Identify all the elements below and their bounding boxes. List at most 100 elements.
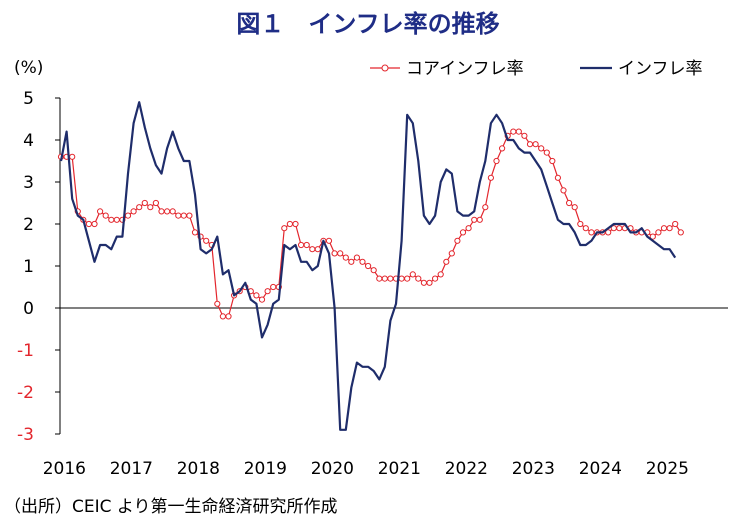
data-point (264, 288, 271, 295)
data-point (476, 216, 483, 223)
data-point (325, 237, 333, 244)
x-tick-label: 2025 (646, 459, 689, 479)
data-point (85, 220, 93, 228)
data-point (471, 216, 478, 223)
data-point (437, 271, 444, 278)
data-point (219, 313, 226, 320)
data-point (554, 174, 562, 181)
data-point (660, 225, 668, 232)
data-point (130, 208, 137, 215)
data-point (454, 237, 461, 244)
data-point (124, 212, 132, 219)
series-line-inflation (59, 101, 677, 431)
y-axis-unit-label: (%) (14, 58, 44, 78)
data-point (365, 262, 372, 270)
y-tick-label: 5 (23, 89, 34, 109)
data-point (549, 157, 556, 165)
data-point (286, 220, 293, 228)
data-point (353, 254, 360, 261)
data-point (214, 300, 221, 307)
data-point (113, 216, 120, 223)
data-point (258, 296, 266, 303)
data-point (426, 279, 433, 286)
data-point (309, 246, 316, 253)
data-point (532, 141, 539, 148)
data-point (566, 199, 573, 207)
data-point (432, 275, 439, 282)
data-point (538, 145, 545, 152)
data-point (281, 225, 288, 232)
data-point (141, 199, 148, 207)
data-point (677, 229, 684, 236)
data-point (348, 258, 355, 265)
data-point (672, 220, 679, 228)
y-tick-label: -2 (17, 383, 34, 403)
data-point (571, 204, 578, 211)
data-point (420, 279, 427, 286)
data-point (314, 246, 321, 253)
data-point (152, 199, 159, 207)
data-point (666, 225, 673, 232)
data-point (459, 229, 467, 236)
data-point (409, 271, 416, 278)
data-point (499, 145, 506, 152)
x-tick-label: 2017 (110, 459, 153, 479)
data-point (448, 250, 455, 257)
data-point (108, 216, 115, 223)
data-point (387, 275, 394, 282)
data-point (270, 283, 277, 291)
data-point (136, 204, 143, 211)
x-tick-label: 2024 (579, 459, 622, 479)
data-point (526, 141, 534, 148)
x-tick-label: 2021 (378, 459, 421, 479)
data-point (298, 241, 305, 249)
y-tick-label: 1 (23, 257, 34, 277)
data-point (515, 128, 522, 135)
data-point (253, 292, 260, 299)
x-tick-label: 2016 (43, 459, 86, 479)
data-point (415, 275, 422, 282)
x-tick-label: 2022 (445, 459, 488, 479)
data-point (465, 225, 472, 232)
data-point (147, 204, 154, 211)
data-point (560, 187, 567, 194)
source-note: （出所）CEIC より第一生命経済研究所作成 (4, 497, 338, 517)
data-point (577, 220, 584, 228)
y-tick-label: 2 (23, 215, 34, 235)
data-point (292, 220, 299, 228)
data-point (649, 233, 656, 240)
data-point (164, 208, 171, 215)
data-point (169, 208, 176, 215)
y-tick-label: 0 (23, 299, 34, 319)
data-point (381, 275, 388, 282)
legend-marker-core-inflation (381, 64, 389, 72)
data-point (404, 275, 411, 282)
data-point (543, 149, 550, 156)
data-point (331, 250, 338, 257)
data-point (158, 208, 165, 215)
data-point (359, 258, 366, 265)
legend-label-inflation: インフレ率 (618, 59, 703, 79)
data-point (342, 254, 349, 261)
data-point (588, 229, 595, 236)
y-tick-label: -3 (17, 425, 34, 445)
series-group (57, 101, 684, 431)
legend-label-core-inflation: コアインフレ率 (406, 59, 524, 79)
data-point (203, 237, 210, 244)
data-point (493, 157, 500, 165)
y-tick-label: -1 (17, 341, 34, 361)
data-point (180, 212, 187, 219)
data-point (175, 212, 182, 219)
data-point (482, 204, 489, 211)
data-point (398, 275, 405, 282)
data-point (655, 229, 662, 236)
axis-group: 5 4 3 2 1 0 -1 -2 -3 2016 2017 2018 2019 2020 2021 2022… (17, 89, 689, 479)
x-tick-label: 2019 (244, 459, 287, 479)
data-point (337, 250, 344, 257)
data-point (91, 220, 98, 228)
y-tick-label: 3 (23, 173, 34, 193)
data-point (376, 275, 383, 282)
data-point (225, 313, 232, 320)
data-point (582, 225, 589, 232)
x-tick-label: 2020 (311, 459, 354, 479)
